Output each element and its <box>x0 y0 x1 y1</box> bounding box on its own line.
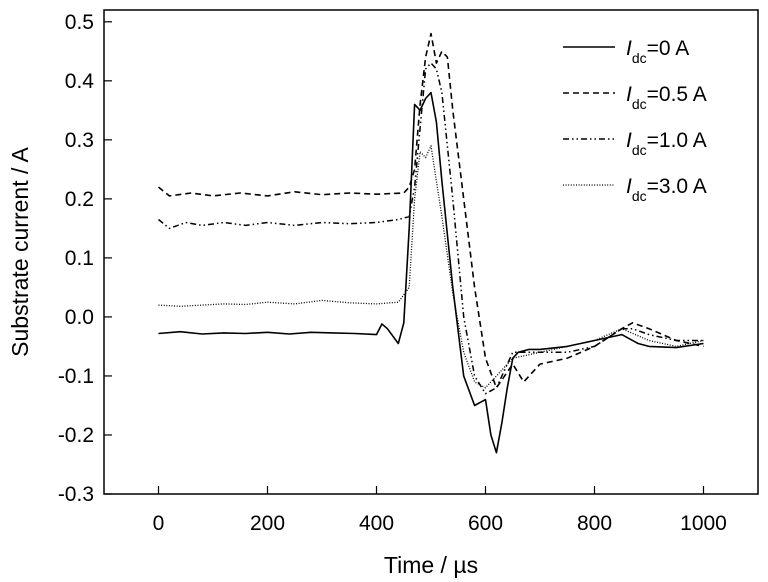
legend-entry-2: Idc=1.0 A <box>626 129 707 158</box>
plot-frame <box>103 9 759 495</box>
legend-entry-1: Idc=0.5 A <box>626 83 707 112</box>
series-line-0 <box>158 91 704 454</box>
x-axis-title: Time / µs <box>384 552 478 578</box>
y-tick-label: 0.1 <box>65 247 94 270</box>
legend-entry-0: Idc=0 A <box>626 37 689 66</box>
legend-symbol: I <box>626 37 632 60</box>
x-tick-label: 0 <box>153 512 165 535</box>
y-tick-label: 0.5 <box>65 11 94 34</box>
x-tick-label: 800 <box>577 512 612 535</box>
y-tick-label: -0.2 <box>58 424 94 447</box>
x-tick-label: 200 <box>250 512 285 535</box>
x-tick-label: 1000 <box>680 512 727 535</box>
x-tick-label: 400 <box>359 512 394 535</box>
legend-value: =0.5 A <box>647 83 707 106</box>
axis-ticks: 0 200 400 600 800 1000 -0.3 -0.2 -0.1 0.0 0.1 0.2 0.… <box>58 11 727 535</box>
legend-symbol: I <box>626 83 632 106</box>
legend-entry-3: Idc=3.0 A <box>626 175 707 204</box>
series-line-1 <box>157 32 704 389</box>
legend-subscript: dc <box>632 142 647 158</box>
y-tick-label: -0.1 <box>58 365 94 388</box>
x-tick-label: 600 <box>468 512 503 535</box>
series-line-2 <box>158 62 704 395</box>
y-tick-label: 0.0 <box>65 306 94 329</box>
legend-value: =0 A <box>647 37 690 60</box>
legend-subscript: dc <box>632 50 647 66</box>
y-tick-label: 0.2 <box>65 188 94 211</box>
y-axis-title: Substrate current / A <box>7 147 33 357</box>
y-tick-label: 0.4 <box>65 70 95 93</box>
legend-symbol: I <box>626 175 632 198</box>
series-lines <box>157 32 704 454</box>
legend-subscript: dc <box>632 188 647 204</box>
legend-value: =1.0 A <box>647 129 707 152</box>
y-tick-label: 0.3 <box>65 129 94 152</box>
legend-symbol: I <box>626 129 632 152</box>
y-tick-label: -0.3 <box>58 483 94 506</box>
legend-subscript: dc <box>632 96 647 112</box>
series-line-3 <box>158 145 704 389</box>
legend-value: =3.0 A <box>647 175 707 198</box>
